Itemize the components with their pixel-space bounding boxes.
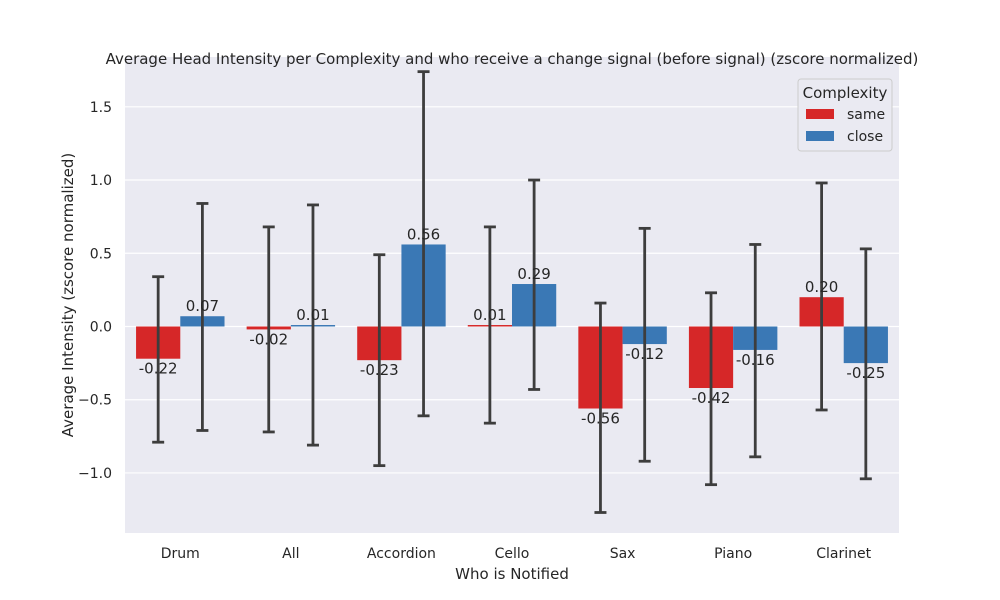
- bar-value-label: 0.01: [296, 306, 329, 324]
- bar-value-label: 0.20: [805, 278, 838, 296]
- chart-title: Average Head Intensity per Complexity an…: [106, 50, 919, 68]
- y-axis-label: Average Intensity (zscore normalized): [59, 153, 77, 437]
- x-tick-label: All: [282, 546, 299, 562]
- y-tick-label: −0.5: [78, 393, 112, 409]
- error-bars: [152, 70, 872, 514]
- x-tick-label: Cello: [495, 546, 530, 562]
- bar-value-label: -0.02: [249, 330, 288, 348]
- bar-value-label: -0.23: [360, 361, 399, 379]
- bar-value-label: -0.16: [736, 351, 775, 369]
- legend-title: Complexity: [803, 84, 888, 102]
- legend-swatch-same: [806, 109, 834, 119]
- bar-value-label: -0.22: [139, 360, 178, 378]
- legend-swatch-close: [806, 131, 834, 141]
- bar-value-label: -0.42: [692, 389, 731, 407]
- y-tick-label: 0.5: [90, 246, 112, 262]
- bar-value-label: 0.07: [186, 297, 219, 315]
- bar-value-label: 0.29: [517, 265, 550, 283]
- x-tick-label: Accordion: [367, 546, 436, 562]
- x-tick-label: Sax: [610, 546, 636, 562]
- bar-value-label: -0.25: [846, 364, 885, 382]
- x-tick-label: Clarinet: [816, 546, 871, 562]
- legend-label-close: close: [847, 129, 883, 145]
- y-tick-label: 0.0: [90, 319, 112, 335]
- bar-value-labels: -0.22 -0.02 -0.23 0.01 -0.56 -0.42 0.20 0.07 0.0…: [139, 225, 885, 427]
- legend: Complexity same close: [797, 78, 893, 152]
- y-tick-label: −1.0: [78, 466, 112, 482]
- bar-value-label: -0.12: [625, 345, 664, 363]
- x-tick-label: Drum: [161, 546, 200, 562]
- x-axis-label: Who is Notified: [455, 565, 569, 583]
- tick-labels: −1.0 −0.5 0.0 0.5 1.0 1.5 Drum All Accordion Cell…: [78, 100, 872, 562]
- bar-value-label: 0.56: [407, 225, 440, 243]
- bar-value-label: -0.56: [581, 410, 620, 428]
- bar-value-label: 0.01: [473, 306, 506, 324]
- y-tick-label: 1.0: [90, 173, 112, 189]
- x-tick-label: Piano: [714, 546, 752, 562]
- legend-label-same: same: [847, 107, 885, 123]
- y-tick-label: 1.5: [90, 100, 112, 116]
